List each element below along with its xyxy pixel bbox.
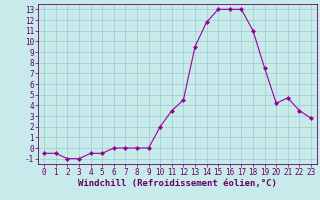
X-axis label: Windchill (Refroidissement éolien,°C): Windchill (Refroidissement éolien,°C) <box>78 179 277 188</box>
